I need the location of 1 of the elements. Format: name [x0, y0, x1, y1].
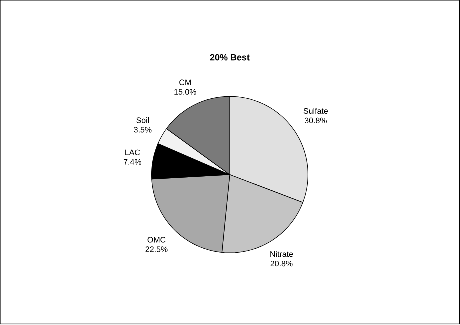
- chart-title: 20% Best: [210, 54, 250, 61]
